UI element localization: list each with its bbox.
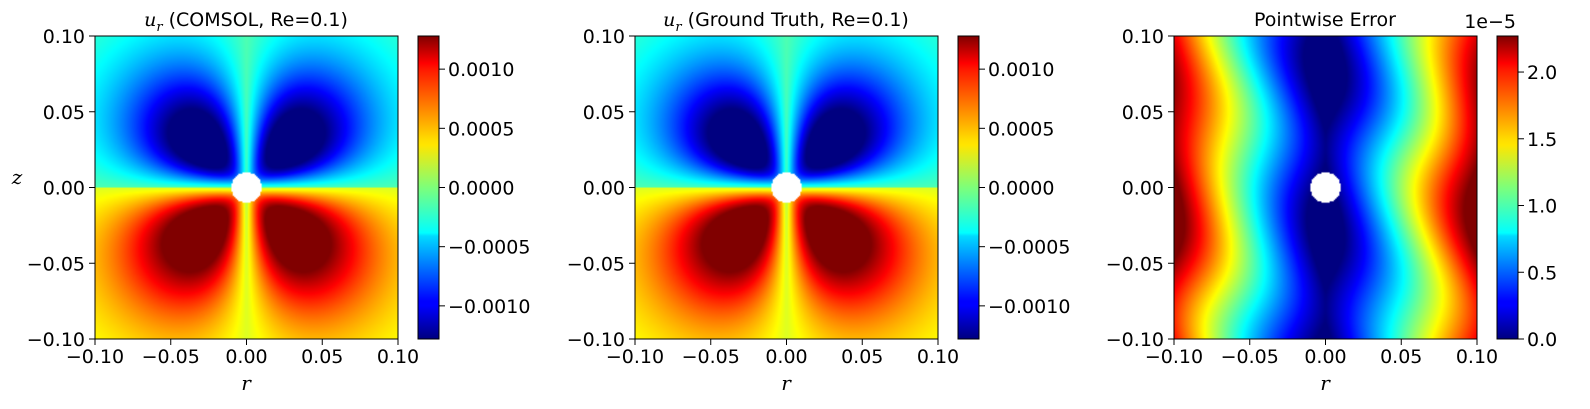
x-tick-label: 0.00 [225, 346, 267, 368]
colorbar-tick-label: −0.0005 [988, 237, 1070, 259]
y-tick-label: 0.05 [583, 102, 625, 124]
axis-ticks: −0.10 −0.05 0.00 0.05 0.100.100.050.00−0.05−… [27, 26, 419, 368]
x-axis-label: r [781, 371, 792, 395]
x-tick-label: −0.10 [606, 346, 664, 368]
x-tick-label: −0.05 [142, 346, 200, 368]
colorbar-ticks: 0.0010 0.0005 0.0000 −0.0005 −0.0010 [979, 59, 1070, 318]
colorbar [418, 36, 439, 339]
colorbar-frame [1496, 35, 1519, 340]
panel-title: ur (COMSOL, Re=0.1) [144, 9, 348, 35]
panel-comsol: ur (COMSOL, Re=0.1) −0.10 −0.05 0.00 0.05 0.… [11, 9, 531, 395]
colorbar-tick-label: −0.0005 [448, 237, 530, 259]
y-tick-label: −0.05 [27, 253, 85, 275]
colorbar-tick-label: 0.0 [1527, 329, 1557, 351]
colorbar-tick-label: −0.0010 [448, 296, 530, 318]
colorbar-tick-label: 0.5 [1527, 262, 1557, 284]
x-axis-label: r [241, 371, 252, 395]
x-tick-label: 0.10 [917, 346, 959, 368]
colorbar-tick-label: 0.0005 [988, 118, 1054, 140]
heatmap-image [635, 36, 938, 339]
y-tick-label: 0.05 [1122, 102, 1164, 124]
x-tick-label: −0.10 [1145, 346, 1203, 368]
y-tick-label: 0.00 [1122, 178, 1164, 200]
y-tick-label: 0.05 [43, 102, 85, 124]
y-tick-label: 0.00 [43, 178, 85, 200]
colorbar-tick-label: 0.0010 [988, 59, 1054, 81]
colorbar-ticks: 0.0010 0.0005 0.0000 −0.0005 −0.0010 [439, 59, 530, 318]
colorbar-tick-label: 2.0 [1527, 62, 1557, 84]
y-tick-label: −0.10 [1106, 329, 1164, 351]
axis-ticks: −0.10 −0.05 0.00 0.05 0.100.100.050.00−0.05−… [567, 26, 959, 368]
x-tick-label: 0.10 [377, 346, 419, 368]
x-tick-label: 0.00 [1304, 346, 1346, 368]
panel-ground-truth: ur (Ground Truth, Re=0.1) −0.10 −0.05 0.00… [567, 9, 1071, 395]
colorbar [958, 36, 979, 339]
colorbar-tick-label: 0.0000 [988, 178, 1054, 200]
x-axis-label: r [1320, 371, 1331, 395]
colorbar-offset-text: 1e−5 [1464, 11, 1516, 33]
panel-pointwise-error: Pointwise Error −0.10 −0.05 0.00 0.05 0.10 0.… [1106, 9, 1557, 395]
y-tick-label: −0.10 [27, 329, 85, 351]
y-tick-label: −0.10 [567, 329, 625, 351]
axis-ticks: −0.10 −0.05 0.00 0.05 0.100.100.050.00−0.05−… [1106, 26, 1498, 368]
y-tick-label: −0.05 [567, 253, 625, 275]
y-tick-label: 0.10 [1122, 26, 1164, 48]
heatmap-image [1174, 36, 1477, 339]
x-tick-label: 0.05 [841, 346, 883, 368]
colorbar-tick-label: 0.0005 [448, 118, 514, 140]
heatmap-image [95, 36, 398, 339]
colorbar-ticks: 2.0 1.5 1.0 0.5 0.0 [1518, 62, 1557, 351]
x-tick-label: −0.10 [66, 346, 124, 368]
x-tick-label: 0.05 [301, 346, 343, 368]
panel-title: ur (Ground Truth, Re=0.1) [663, 9, 909, 35]
x-tick-label: 0.05 [1380, 346, 1422, 368]
colorbar-tick-label: 1.5 [1527, 129, 1557, 151]
colorbar-tick-label: 0.0010 [448, 59, 514, 81]
x-tick-label: 0.10 [1456, 346, 1498, 368]
colorbar-tick-label: −0.0010 [988, 296, 1070, 318]
y-tick-label: 0.10 [43, 26, 85, 48]
colorbar-tick-label: 0.0000 [448, 178, 514, 200]
x-tick-label: −0.05 [1221, 346, 1279, 368]
x-tick-label: 0.00 [765, 346, 807, 368]
panel-title: Pointwise Error [1254, 9, 1396, 31]
y-axis-label: z [11, 165, 23, 189]
x-tick-label: −0.05 [682, 346, 740, 368]
colorbar-tick-label: 1.0 [1527, 196, 1557, 218]
colorbar [1497, 36, 1518, 339]
y-tick-label: 0.00 [583, 178, 625, 200]
y-tick-label: 0.10 [583, 26, 625, 48]
y-tick-label: −0.05 [1106, 253, 1164, 275]
